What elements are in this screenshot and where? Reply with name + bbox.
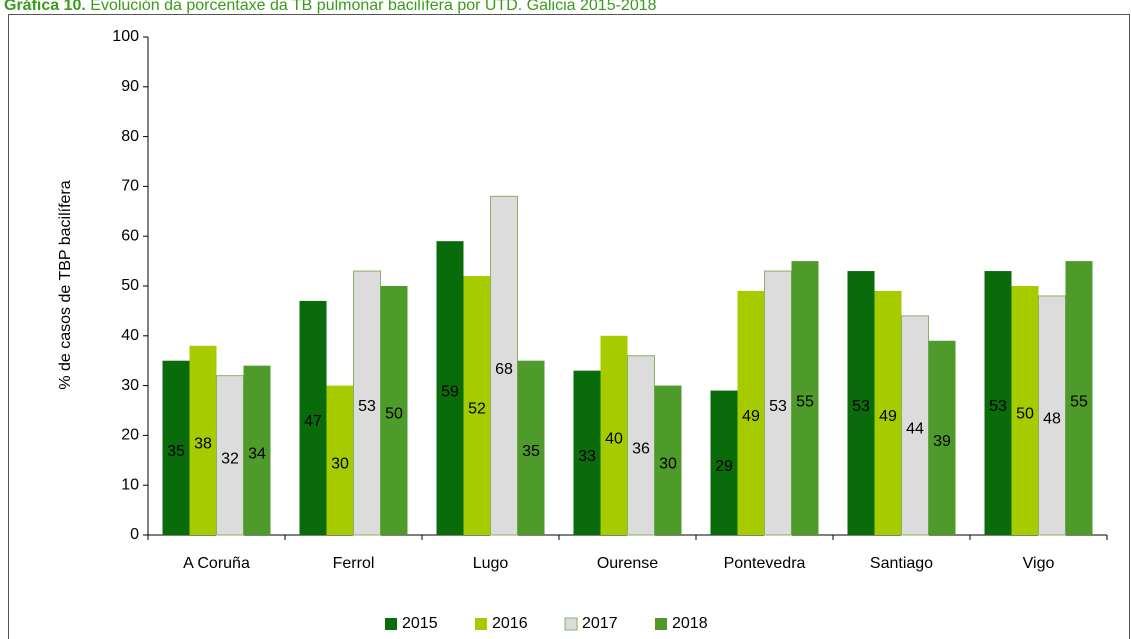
chart-title: Gráfica 10. Evolución da porcentaxe da T… xyxy=(4,0,657,14)
legend-swatch xyxy=(564,617,578,631)
y-tick-label: 60 xyxy=(121,227,139,244)
bar xyxy=(162,360,190,535)
legend-swatch xyxy=(655,618,667,630)
bar xyxy=(517,360,545,535)
x-tick-label: Lugo xyxy=(473,555,509,572)
bar xyxy=(901,315,929,536)
data-label: 33 xyxy=(578,448,596,465)
bar xyxy=(710,390,738,535)
data-label: 32 xyxy=(221,451,239,468)
data-label: 36 xyxy=(632,441,650,458)
data-label: 30 xyxy=(659,456,677,473)
bar xyxy=(490,195,518,536)
bar xyxy=(791,261,819,535)
data-label: 52 xyxy=(468,401,486,418)
bar xyxy=(874,290,902,535)
y-tick-label: 30 xyxy=(121,377,139,394)
bar xyxy=(573,370,601,535)
x-tick-label: A Coruña xyxy=(183,555,250,572)
data-label: 50 xyxy=(385,406,403,423)
data-label: 68 xyxy=(495,361,513,378)
bar xyxy=(847,271,875,535)
data-label: 59 xyxy=(441,383,459,400)
data-label: 47 xyxy=(304,413,322,430)
legend-swatch xyxy=(385,618,397,630)
x-tick-label: Ourense xyxy=(597,555,658,572)
title-label: Gráfica 10. xyxy=(4,0,86,14)
x-tick-label: Vigo xyxy=(1023,555,1055,572)
data-label: 53 xyxy=(358,398,376,415)
bar xyxy=(463,276,491,535)
x-tick-label: Pontevedra xyxy=(724,555,806,572)
legend-label: 2017 xyxy=(582,615,618,632)
bar xyxy=(764,270,792,536)
data-label: 44 xyxy=(906,421,924,438)
bar xyxy=(984,271,1012,535)
bar xyxy=(353,270,381,536)
data-label: 53 xyxy=(989,398,1007,415)
chart-border xyxy=(8,14,1130,639)
y-tick-label: 0 xyxy=(130,526,139,543)
legend-label: 2015 xyxy=(402,615,438,632)
data-label: 48 xyxy=(1043,411,1061,428)
bar xyxy=(627,355,655,536)
y-tick-label: 90 xyxy=(121,78,139,95)
x-tick-label: Ferrol xyxy=(333,555,375,572)
data-label: 34 xyxy=(248,446,266,463)
bar xyxy=(380,286,408,535)
bar xyxy=(1038,295,1066,536)
data-label: 50 xyxy=(1016,406,1034,423)
legend-label: 2016 xyxy=(492,615,528,632)
bar xyxy=(299,300,327,535)
y-tick-label: 100 xyxy=(112,28,139,45)
data-label: 39 xyxy=(933,433,951,450)
data-label: 35 xyxy=(167,443,185,460)
bar xyxy=(928,340,956,535)
y-tick-label: 10 xyxy=(121,476,139,493)
data-label: 35 xyxy=(522,443,540,460)
y-tick-label: 40 xyxy=(121,327,139,344)
legend-swatch xyxy=(475,618,487,630)
data-label: 49 xyxy=(879,408,897,425)
data-label: 53 xyxy=(769,398,787,415)
y-tick-label: 70 xyxy=(121,178,139,195)
bar xyxy=(436,241,464,535)
title-text: Evolución da porcentaxe da TB pulmonar b… xyxy=(90,0,656,14)
bar xyxy=(600,335,628,535)
data-label: 40 xyxy=(605,431,623,448)
bar xyxy=(737,290,765,535)
data-label: 53 xyxy=(852,398,870,415)
bar xyxy=(189,345,217,535)
y-tick-label: 50 xyxy=(121,277,139,294)
legend-label: 2018 xyxy=(672,615,708,632)
y-tick-label: 80 xyxy=(121,128,139,145)
data-label: 55 xyxy=(1070,393,1088,410)
bar xyxy=(1065,261,1093,535)
data-label: 38 xyxy=(194,436,212,453)
x-tick-label: Santiago xyxy=(870,555,933,572)
bar xyxy=(243,365,271,535)
data-label: 29 xyxy=(715,458,733,475)
y-axis-label: % de casos de TBP bacilífera xyxy=(57,180,74,389)
y-tick-label: 20 xyxy=(121,427,139,444)
bar xyxy=(654,385,682,535)
data-label: 30 xyxy=(331,456,349,473)
bar xyxy=(1011,286,1039,535)
bar xyxy=(326,385,354,535)
data-label: 49 xyxy=(742,408,760,425)
data-label: 55 xyxy=(796,393,814,410)
